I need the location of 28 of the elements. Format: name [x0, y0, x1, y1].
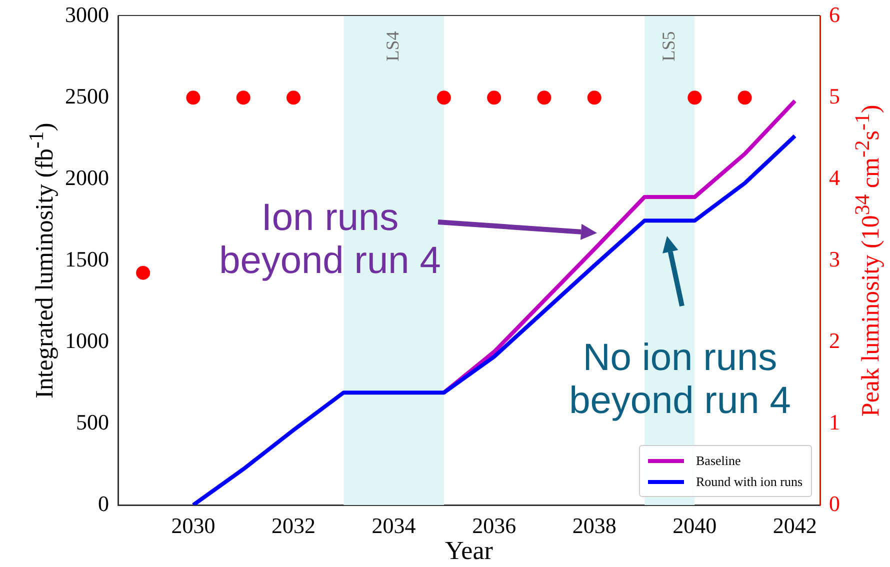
y-tick-label: 2500 — [65, 83, 109, 108]
band-label: LS5 — [658, 31, 678, 62]
y-tick-label: 0 — [98, 490, 109, 516]
y2-tick-label: 3 — [829, 246, 840, 272]
y2-tick-label: 6 — [829, 2, 840, 27]
y-tick-label: 2000 — [65, 164, 109, 190]
y2-tick-label: 1 — [829, 409, 840, 434]
y-tick-label: 3000 — [65, 2, 109, 27]
x-tick-label: 2042 — [772, 512, 817, 538]
y2-tick-label: 0 — [829, 490, 840, 516]
x-tick-label: 2038 — [572, 512, 616, 538]
x-tick-label: 2034 — [372, 512, 416, 538]
band-label: LS4 — [382, 31, 403, 62]
y2-tick-label: 5 — [829, 83, 840, 108]
y-tick-label: 500 — [76, 409, 109, 434]
x-tick-label: 2030 — [171, 512, 216, 538]
x-tick-label: 2036 — [472, 512, 516, 538]
y-tick-label: 1000 — [65, 328, 109, 353]
x-tick-label: 2032 — [272, 512, 316, 538]
x-axis-title: Year — [445, 536, 493, 566]
x-tick-label: 2040 — [672, 512, 717, 538]
annotation: Ion runs beyond run 4 — [218, 196, 442, 284]
legend-label: Round with ion runs — [696, 474, 803, 490]
legend-label: Baseline — [696, 452, 741, 468]
y2-tick-label: 4 — [829, 164, 840, 190]
y2-tick-label: 2 — [829, 328, 840, 353]
annotation: No ion runs beyond run 4 — [568, 336, 792, 424]
y-tick-label: 1500 — [65, 246, 109, 272]
